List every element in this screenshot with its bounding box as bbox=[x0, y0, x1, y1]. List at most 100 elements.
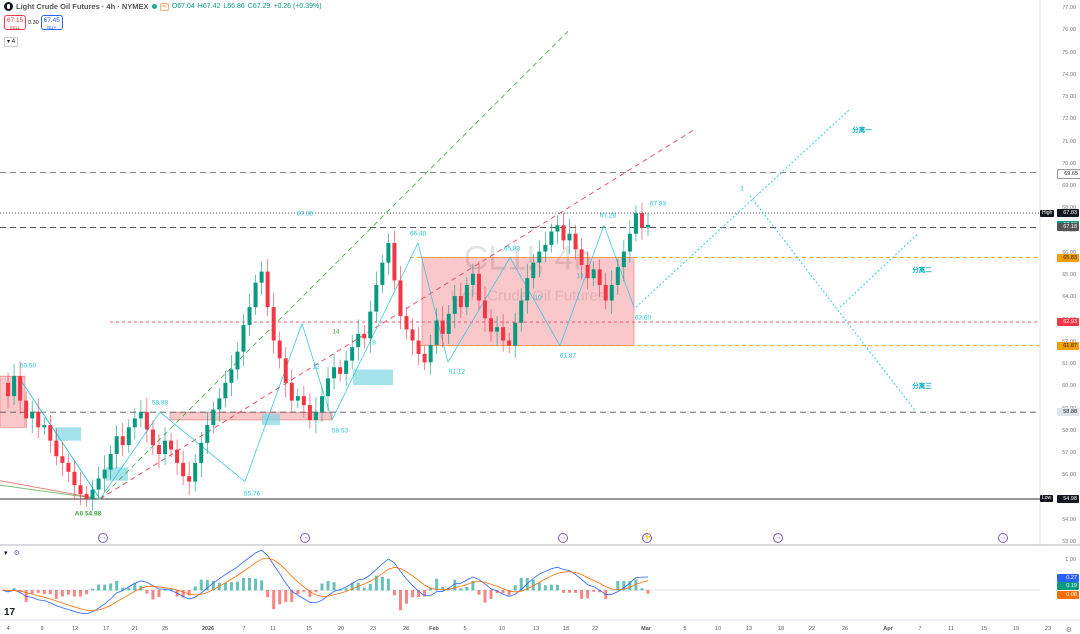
zigzag-seg bbox=[447, 257, 511, 363]
annotation-a6583[interactable]: 65.83 bbox=[503, 245, 521, 253]
compare-chip[interactable]: ≈ bbox=[159, 2, 169, 11]
annotation-a5888[interactable]: 58.88 bbox=[151, 399, 169, 407]
macd-histogram-bar bbox=[12, 588, 16, 591]
annotation-a5853[interactable]: 58.53 bbox=[331, 427, 349, 435]
macd-histogram-bar bbox=[48, 590, 52, 595]
annotation-a6648[interactable]: 66.48 bbox=[409, 230, 427, 238]
macd-histogram-bar bbox=[187, 590, 191, 596]
annotation-fan1[interactable]: 分离一 bbox=[852, 127, 872, 135]
annotation-fan3[interactable]: 分离三 bbox=[912, 383, 932, 391]
macd-histogram-bar bbox=[561, 590, 565, 593]
annotation-a6187[interactable]: 61.87 bbox=[559, 352, 577, 360]
symbol-header[interactable]: Light Crude Oil Futures · 4h · NYMEX ≈ O… bbox=[4, 2, 322, 11]
candle-body bbox=[615, 267, 620, 285]
exchange-logo-icon bbox=[4, 2, 13, 11]
time-axis-tick: 10 bbox=[714, 626, 722, 632]
annotation-w8[interactable]: 8 bbox=[372, 339, 376, 347]
candle-body bbox=[501, 327, 506, 341]
candle-body bbox=[392, 243, 397, 281]
event-marker-icon[interactable]: ⚡ bbox=[642, 533, 652, 543]
price-axis-tick: 70.00 bbox=[1062, 160, 1076, 167]
candle-body bbox=[96, 478, 101, 490]
price-axis-tick: 53.00 bbox=[1062, 539, 1076, 545]
macd-histogram-bar bbox=[628, 581, 632, 591]
candle-body bbox=[482, 300, 487, 319]
buy-button[interactable]: 67.45 BUY bbox=[40, 15, 63, 30]
pane-collapse-icon[interactable]: ▾ bbox=[4, 550, 8, 557]
event-marker-icon[interactable]: → bbox=[300, 533, 310, 543]
annotation-a6050[interactable]: 60.50 bbox=[19, 362, 37, 370]
annotation-a6736[interactable]: 67.36 bbox=[296, 210, 314, 218]
annotation-a6728[interactable]: 67.28 bbox=[599, 212, 617, 220]
annotation-w14[interactable]: 14 bbox=[332, 328, 340, 336]
annotation-w10[interactable]: 10 bbox=[534, 294, 542, 302]
candle-body bbox=[247, 307, 252, 325]
macd-histogram-bar bbox=[60, 590, 64, 597]
event-marker-icon[interactable]: → bbox=[998, 533, 1008, 543]
macd-histogram-bar bbox=[471, 581, 475, 591]
annotation-a5576[interactable]: 55.76 bbox=[243, 490, 261, 498]
annotation-a6360[interactable]: 63.60 bbox=[634, 314, 652, 322]
macd-histogram-bar bbox=[525, 578, 529, 591]
annotation-a0[interactable]: A0 54.98 bbox=[74, 510, 102, 518]
event-marker-icon[interactable]: → bbox=[98, 533, 108, 543]
annotation-w13[interactable]: 13 bbox=[576, 272, 584, 280]
buy-label: BUY bbox=[47, 25, 57, 30]
symbol-title[interactable]: Light Crude Oil Futures · 4h · NYMEX bbox=[16, 2, 149, 11]
candle-body bbox=[108, 454, 113, 470]
time-axis-tick: 17 bbox=[102, 626, 110, 632]
candle-body bbox=[579, 249, 584, 265]
macd-histogram-bar bbox=[622, 581, 626, 591]
macd-histogram-bar bbox=[121, 587, 125, 591]
time-axis-tick: Mar bbox=[641, 626, 651, 632]
macd-histogram-bar bbox=[193, 586, 197, 591]
zigzag-seg bbox=[244, 323, 303, 482]
time-axis-tick: 7 bbox=[918, 626, 922, 632]
macd-histogram-bar bbox=[169, 588, 173, 591]
candle-body bbox=[205, 425, 210, 443]
time-axis-tick: 7 bbox=[242, 626, 246, 632]
zigzag-seg bbox=[603, 225, 635, 308]
candle-body bbox=[307, 405, 312, 420]
price-axis-tick: 64.00 bbox=[1062, 294, 1076, 301]
indicator-settings-icon[interactable]: ⚙ bbox=[13, 550, 20, 557]
candle-body bbox=[495, 327, 500, 332]
candle-body bbox=[6, 382, 11, 397]
macd-histogram-bar bbox=[290, 590, 294, 602]
macd-histogram-bar bbox=[441, 587, 445, 591]
candle-body bbox=[446, 313, 451, 334]
annotation-fan2[interactable]: 分离二 bbox=[912, 267, 932, 275]
annotation-a6783[interactable]: 67.83 bbox=[649, 200, 667, 208]
chart-settings-icon[interactable]: ⚙ bbox=[1065, 627, 1072, 634]
macd-histogram-bar bbox=[417, 590, 421, 598]
time-axis-tick: 20 bbox=[337, 626, 345, 632]
macd-histogram-bar bbox=[555, 584, 559, 591]
macd-histogram-bar bbox=[411, 590, 415, 598]
buy-price: 67.45 bbox=[43, 17, 60, 24]
zigzag-seg bbox=[509, 257, 561, 346]
candle-body bbox=[452, 296, 457, 314]
tradingview-logo[interactable]: 17 bbox=[4, 607, 16, 618]
indicator-collapse-toggle[interactable]: ▾ 4 bbox=[4, 37, 19, 47]
macd-histogram-bar bbox=[109, 583, 113, 591]
annotation-w12[interactable]: 12 bbox=[312, 363, 320, 371]
time-axis-tick: 12 bbox=[71, 626, 79, 632]
candle-body bbox=[277, 340, 282, 359]
event-marker-icon[interactable]: → bbox=[773, 533, 783, 543]
candle-body bbox=[169, 440, 174, 450]
macd-histogram-bar bbox=[241, 578, 245, 591]
macd-histogram-bar bbox=[537, 582, 541, 591]
annotation-w1[interactable]: 1 bbox=[740, 185, 744, 193]
watermark-symbol: CL1!, 4h bbox=[464, 239, 593, 277]
annotation-a6112[interactable]: 61.12 bbox=[448, 368, 466, 376]
price-axis-tick: 66.00 bbox=[1062, 249, 1076, 256]
event-marker-icon[interactable]: → bbox=[558, 533, 568, 543]
macd-histogram-bar bbox=[97, 584, 101, 591]
candle-body bbox=[211, 409, 216, 426]
sell-button[interactable]: 67.15 SELL bbox=[4, 15, 26, 30]
candle-body bbox=[609, 284, 614, 301]
price-axis-tick: 75.00 bbox=[1062, 49, 1076, 56]
macd-histogram-bar bbox=[260, 580, 264, 591]
candle-body bbox=[555, 225, 560, 232]
